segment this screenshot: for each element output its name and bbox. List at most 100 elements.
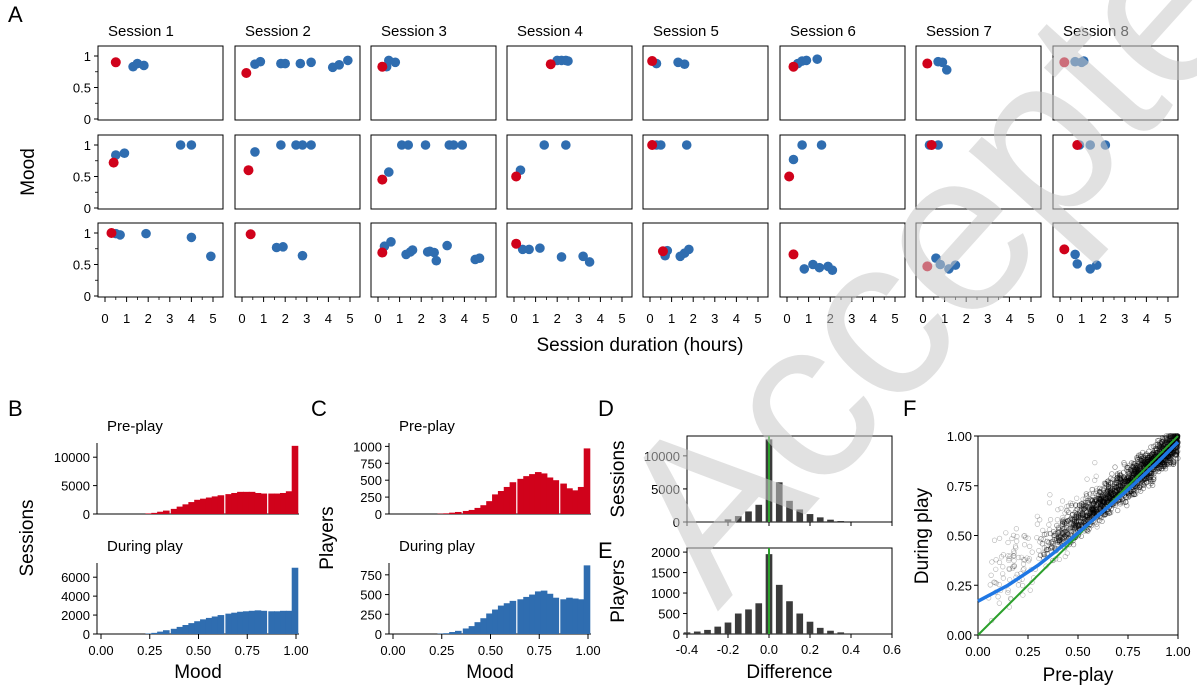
start-mood-point	[922, 261, 933, 272]
scatter-point	[1138, 466, 1144, 472]
scatter-point	[1097, 502, 1104, 508]
x-tick-label: 0	[238, 311, 245, 326]
scatter-point	[1146, 448, 1152, 454]
scatter-point	[1167, 455, 1173, 461]
scatter-point	[1073, 523, 1079, 530]
scatter-point	[1149, 451, 1155, 457]
scatter-point	[1155, 438, 1161, 444]
scatter-point	[1159, 460, 1166, 466]
x-tick-label: 2	[690, 311, 697, 326]
scatter-point	[1117, 487, 1123, 493]
scatter-point	[1128, 468, 1134, 474]
scatter-point	[1105, 484, 1112, 490]
scatter-point	[1064, 531, 1070, 538]
scatter-point	[1159, 439, 1165, 445]
histogram-bar	[194, 621, 201, 634]
mood-point	[186, 232, 197, 243]
scatter-point	[1142, 452, 1148, 459]
mood-point	[935, 259, 946, 270]
session-title: Session 7	[926, 23, 992, 40]
scatter-point	[1068, 524, 1074, 531]
scatter-point	[1099, 498, 1105, 504]
scatter-point	[1107, 495, 1113, 501]
x-tick-label: 0	[783, 311, 790, 326]
scatter-point	[1131, 463, 1137, 469]
scatter-point	[1114, 480, 1120, 486]
y-tick-label: 500	[360, 588, 382, 603]
scatter-point	[1062, 510, 1068, 516]
scatter-point	[1137, 454, 1144, 460]
scatter-point	[1134, 462, 1140, 468]
scatter-point	[1160, 461, 1166, 468]
scatter-point	[1086, 526, 1092, 532]
scatter-point	[1158, 445, 1164, 452]
scatter-point	[1112, 464, 1118, 470]
scatter-point	[1135, 456, 1141, 463]
scatter-point	[998, 554, 1005, 560]
scatter-point	[1087, 511, 1093, 517]
scatter-point	[1105, 480, 1112, 486]
scatter-point	[1174, 434, 1180, 441]
scatter-point	[1124, 464, 1131, 470]
scatter-point	[1063, 532, 1069, 538]
x-tick-label: 1.00	[283, 643, 308, 658]
scatter-point	[1099, 503, 1106, 509]
scatter-point	[1150, 443, 1157, 450]
histogram-bar	[268, 493, 275, 514]
scatter-point	[1154, 449, 1160, 456]
scatter-point	[1160, 459, 1166, 466]
scatter-point	[1163, 445, 1169, 451]
subplot-frame	[915, 134, 1042, 210]
histogram-bar	[560, 599, 567, 634]
scatter-point	[1114, 475, 1120, 481]
scatter-point	[1097, 489, 1104, 495]
x-tick-label: 0.50	[478, 643, 503, 658]
scatter-point	[1057, 537, 1063, 543]
scatter-point	[1120, 479, 1126, 486]
scatter-point	[1081, 506, 1087, 512]
scatter-point	[1090, 510, 1096, 516]
scatter-point	[1145, 458, 1151, 464]
scatter-point	[1073, 518, 1080, 525]
scatter-point	[1057, 534, 1063, 541]
x-tick-label: 3	[166, 311, 173, 326]
subplot-frame	[642, 134, 769, 210]
x-axis-label: Mood	[174, 662, 222, 683]
scatter-point	[1093, 507, 1099, 513]
scatter-point	[1123, 499, 1129, 505]
scatter-point	[1117, 472, 1123, 478]
scatter-point	[1138, 488, 1144, 494]
scatter-point	[1083, 502, 1089, 509]
scatter-point	[1117, 486, 1123, 493]
x-tick-label: 1	[1078, 311, 1085, 326]
mood-point	[937, 57, 948, 68]
subplot-frame	[234, 134, 361, 210]
scatter-point	[1159, 459, 1166, 465]
scatter-point	[1073, 516, 1080, 522]
scatter-point	[1130, 464, 1136, 470]
scatter-point	[1169, 439, 1175, 446]
scatter-point	[1091, 510, 1097, 516]
scatter-point	[1006, 566, 1012, 573]
scatter-point	[1174, 434, 1180, 440]
scatter-point	[1089, 497, 1095, 503]
scatter-point	[1112, 490, 1119, 497]
scatter-point	[996, 600, 1002, 606]
scatter-point	[1102, 499, 1108, 505]
scatter-point	[1159, 439, 1165, 445]
scatter-point	[1075, 522, 1082, 528]
scatter-point	[1159, 444, 1165, 451]
scatter-point	[1159, 460, 1165, 466]
scatter-point	[1099, 496, 1105, 502]
scatter-point	[1060, 519, 1066, 525]
scatter-point	[1132, 491, 1139, 497]
scatter-point	[1102, 492, 1108, 498]
scatter-point	[1106, 510, 1112, 516]
start-mood-point	[377, 174, 388, 185]
histogram-bar	[583, 448, 591, 514]
scatter-point	[1097, 500, 1104, 506]
scatter-point	[1108, 489, 1115, 495]
scatter-point	[1140, 449, 1146, 456]
scatter-point	[1022, 542, 1028, 548]
scatter-point	[1103, 483, 1109, 489]
